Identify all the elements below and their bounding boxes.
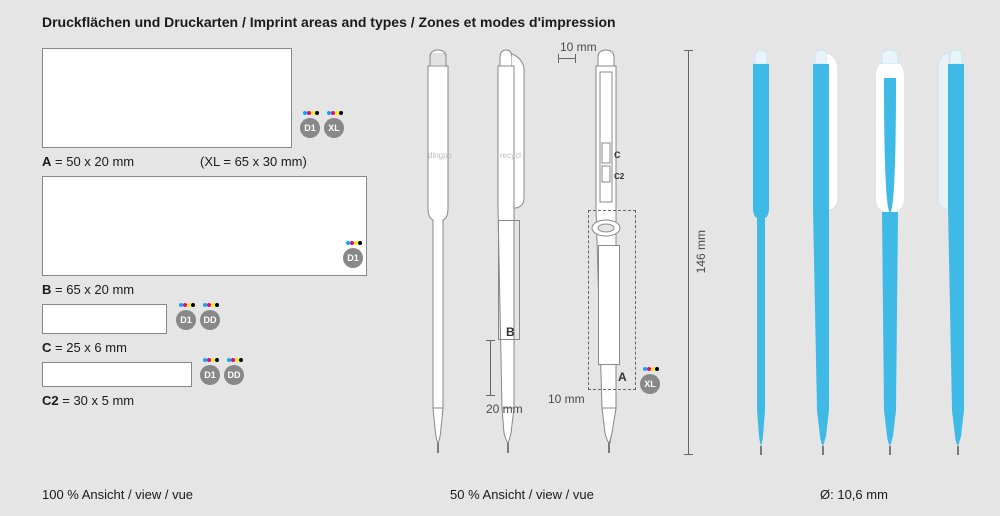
footer-diameter: Ø: 10,6 mm <box>820 487 888 502</box>
zone-c2-letter: C2 <box>614 172 624 181</box>
dim-bar-top10 <box>558 58 576 59</box>
area-label-c2: C2 = 30 x 5 mm <box>42 393 134 408</box>
svg-text:dingpe: dingpe <box>428 151 453 160</box>
dim-top10: 10 mm <box>560 40 597 54</box>
zone-b-letter: B <box>506 325 515 339</box>
dim-bar-20mm <box>490 340 491 396</box>
badge-d1-icon: D1 <box>300 118 320 138</box>
area-box-c2 <box>42 362 192 387</box>
area-label-b: B = 65 x 20 mm <box>42 282 134 297</box>
dim-20mm: 20 mm <box>486 402 523 416</box>
badge-xl-dashed: XL <box>640 374 660 394</box>
zone-a-letter: A <box>618 370 627 384</box>
badge-b: D1 <box>343 248 363 268</box>
pen-blue-2 <box>805 48 843 458</box>
badge-d1-icon: D1 <box>200 365 220 385</box>
badge-d1-icon: D1 <box>343 248 363 268</box>
badge-a: D1 XL <box>300 118 344 138</box>
page-title: Druckflächen und Druckarten / Imprint ar… <box>42 14 616 30</box>
badge-dd-icon: DD <box>200 310 220 330</box>
footer-left: 100 % Ansicht / view / vue <box>42 487 193 502</box>
area-label-c: C = 25 x 6 mm <box>42 340 127 355</box>
zone-c-letter: C <box>614 150 621 160</box>
badge-c2: D1 DD <box>200 365 244 385</box>
footer-mid: 50 % Ansicht / view / vue <box>450 487 594 502</box>
badge-d1-icon: D1 <box>176 310 196 330</box>
badge-xl-icon: XL <box>640 374 660 394</box>
svg-text:recycl: recycl <box>500 151 521 160</box>
dim-bar-146 <box>688 50 689 455</box>
pen-blue-3 <box>870 48 910 458</box>
zone-a-box <box>598 245 620 365</box>
zone-b-box <box>498 220 520 340</box>
area-label-a: A = 50 x 20 mm <box>42 154 134 169</box>
dim-146: 146 mm <box>694 230 708 273</box>
pen-outline-front: dingpe <box>418 48 458 458</box>
dim-bot10: 10 mm <box>548 392 585 406</box>
badge-dd-icon: DD <box>224 365 244 385</box>
area-box-a <box>42 48 292 148</box>
badge-c: D1 DD <box>176 310 220 330</box>
badge-xl-icon: XL <box>324 118 344 138</box>
area-box-b <box>42 176 367 276</box>
pen-blue-4 <box>936 48 974 458</box>
area-label-a-xl: (XL = 65 x 30 mm) <box>200 154 307 169</box>
area-box-c <box>42 304 167 334</box>
pen-blue-1 <box>745 48 777 458</box>
